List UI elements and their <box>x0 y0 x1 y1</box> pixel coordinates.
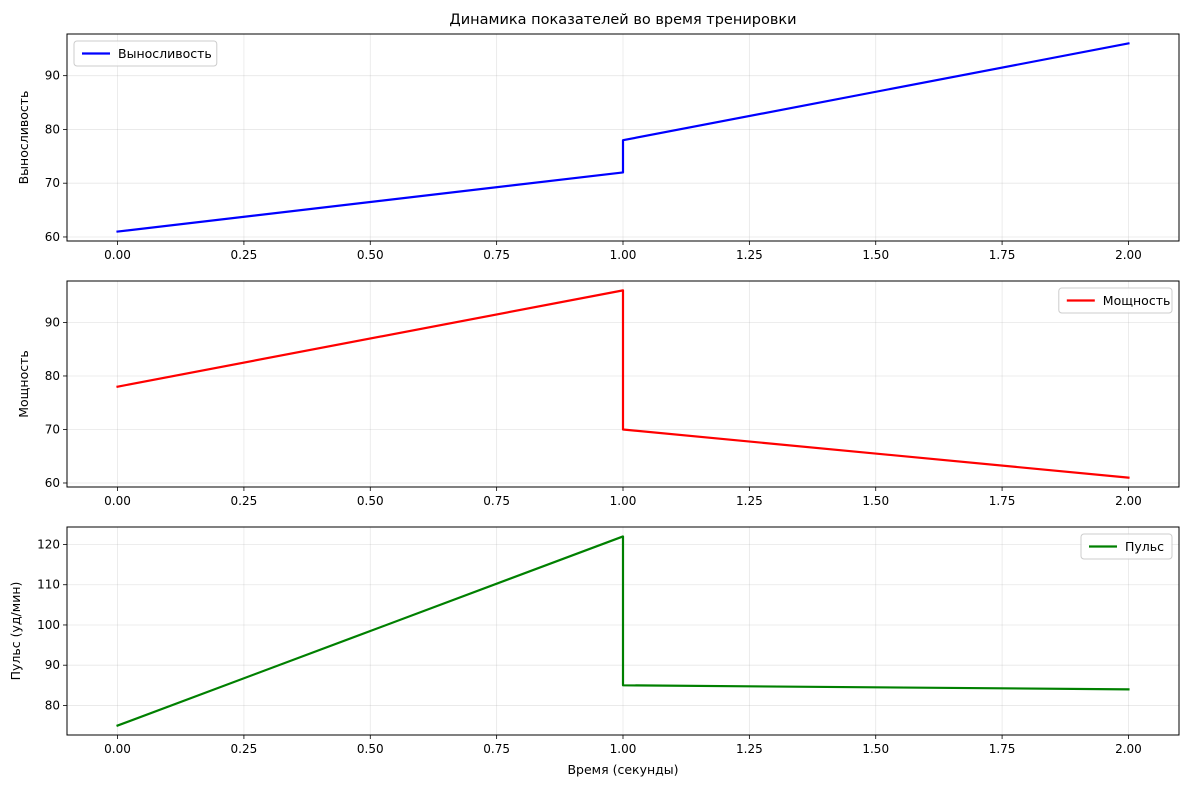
x-tick-label: 0.00 <box>104 742 131 756</box>
axes-frame <box>66 526 1180 736</box>
x-tick-label: 0.50 <box>357 742 384 756</box>
x-tick-label: 1.25 <box>736 742 763 756</box>
subplot-3: 0.00 0.25 0.50 0.75 1.00 1.25 1.50 1.75 2.00 80 90… <box>8 526 1180 777</box>
y-tick-label: 80 <box>45 122 60 136</box>
series-line <box>116 535 1130 727</box>
x-tick-label: 0.25 <box>231 742 258 756</box>
axes-frame <box>66 33 1180 242</box>
legend-label: Мощность <box>1103 293 1171 308</box>
y-tick-label: 70 <box>45 422 60 436</box>
legend-box <box>1080 533 1173 560</box>
y-tick-label: 80 <box>45 369 60 383</box>
series-line <box>116 42 1130 233</box>
x-tick-label: 1.50 <box>862 248 889 262</box>
y-axis-label: Пульс (уд/мин) <box>8 582 23 681</box>
x-tick-label: 1.75 <box>989 494 1016 508</box>
legend-label: Пульс <box>1125 539 1164 554</box>
legend-label: Выносливость <box>118 46 212 61</box>
x-tick-label: 0.25 <box>231 494 258 508</box>
y-axis-label: Мощность <box>16 350 31 418</box>
x-tick-label: 1.00 <box>610 248 637 262</box>
y-tick-label: 90 <box>45 658 60 672</box>
x-tick-label: 1.25 <box>736 494 763 508</box>
axes-frame <box>66 280 1180 488</box>
legend: Мощность <box>1058 287 1173 314</box>
legend-box <box>73 40 218 67</box>
x-tick-label: 0.75 <box>483 742 510 756</box>
x-tick-label: 0.00 <box>104 494 131 508</box>
y-tick-label: 80 <box>45 698 60 712</box>
x-tick-label: 1.00 <box>610 494 637 508</box>
x-tick-label: 1.25 <box>736 248 763 262</box>
y-tick-label: 90 <box>45 315 60 329</box>
y-tick-label: 70 <box>45 176 60 190</box>
chart-title: Динамика показателей во время тренировки <box>449 12 796 28</box>
y-tick-label: 90 <box>45 69 60 83</box>
y-tick-label: 100 <box>37 618 60 632</box>
y-axis-label: Выносливость <box>16 91 31 185</box>
x-tick-label: 1.75 <box>989 248 1016 262</box>
legend: Выносливость <box>73 40 218 67</box>
x-tick-label: 1.00 <box>610 742 637 756</box>
x-tick-label: 1.75 <box>989 742 1016 756</box>
series-line <box>116 289 1130 479</box>
x-tick-label: 2.00 <box>1115 742 1142 756</box>
x-tick-label: 0.50 <box>357 494 384 508</box>
subplot-2: 0.00 0.25 0.50 0.75 1.00 1.25 1.50 1.75 2.00 60 70… <box>16 280 1180 508</box>
subplot-1: 0.00 0.25 0.50 0.75 1.00 1.25 1.50 1.75 2.00 60 70… <box>16 12 1180 262</box>
y-tick-label: 120 <box>37 538 60 552</box>
x-tick-label: 0.50 <box>357 248 384 262</box>
y-tick-label: 60 <box>45 230 60 244</box>
x-axis-label: Время (секунды) <box>567 762 678 777</box>
legend: Пульс <box>1080 533 1173 560</box>
x-tick-label: 0.25 <box>231 248 258 262</box>
x-tick-label: 0.75 <box>483 494 510 508</box>
x-tick-label: 1.50 <box>862 742 889 756</box>
x-tick-label: 0.00 <box>104 248 131 262</box>
legend-box <box>1058 287 1173 314</box>
x-tick-label: 1.50 <box>862 494 889 508</box>
y-tick-label: 110 <box>37 578 60 592</box>
y-tick-label: 60 <box>45 476 60 490</box>
x-tick-label: 2.00 <box>1115 494 1142 508</box>
x-tick-label: 0.75 <box>483 248 510 262</box>
x-tick-label: 2.00 <box>1115 248 1142 262</box>
